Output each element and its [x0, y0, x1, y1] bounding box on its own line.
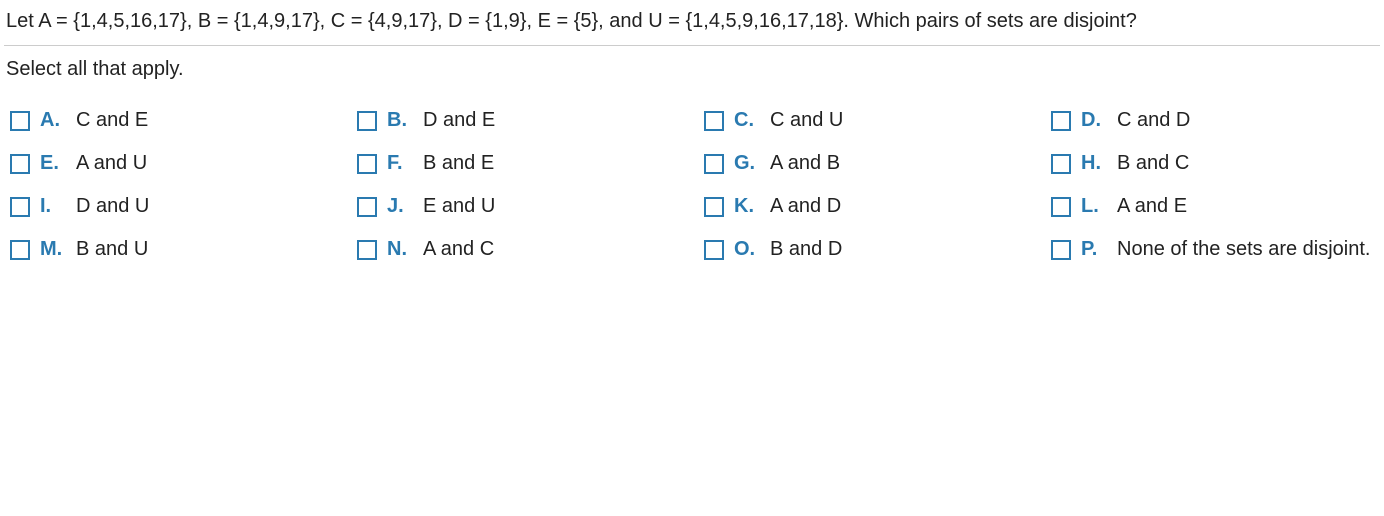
option-letter: F.	[387, 152, 413, 175]
option-letter: G.	[734, 152, 760, 175]
option-label: A and E	[1117, 195, 1187, 218]
option-n: N. A and C	[357, 238, 680, 261]
option-letter: E.	[40, 152, 66, 175]
option-h: H. B and C	[1051, 152, 1374, 175]
option-label: C and U	[770, 109, 843, 132]
checkbox-p[interactable]	[1051, 240, 1071, 260]
option-label: A and D	[770, 195, 841, 218]
option-e: E. A and U	[10, 152, 333, 175]
checkbox-d[interactable]	[1051, 111, 1071, 131]
checkbox-b[interactable]	[357, 111, 377, 131]
options-grid: A. C and E B. D and E C. C and U D. C an…	[4, 109, 1380, 289]
option-letter: P.	[1081, 238, 1107, 261]
option-g: G. A and B	[704, 152, 1027, 175]
option-p: P. None of the sets are disjoint.	[1051, 238, 1374, 261]
option-l: L. A and E	[1051, 195, 1374, 218]
option-label: B and U	[76, 238, 148, 261]
checkbox-h[interactable]	[1051, 154, 1071, 174]
checkbox-o[interactable]	[704, 240, 724, 260]
option-i: I. D and U	[10, 195, 333, 218]
option-label: C and E	[76, 109, 148, 132]
checkbox-l[interactable]	[1051, 197, 1071, 217]
question-text: Let A = {1,4,5,16,17}, B = {1,4,9,17}, C…	[4, 8, 1380, 45]
option-label: A and B	[770, 152, 840, 175]
option-label: B and E	[423, 152, 494, 175]
option-label: A and U	[76, 152, 147, 175]
option-label: E and U	[423, 195, 495, 218]
option-k: K. A and D	[704, 195, 1027, 218]
option-c: C. C and U	[704, 109, 1027, 132]
option-letter: O.	[734, 238, 760, 261]
checkbox-c[interactable]	[704, 111, 724, 131]
checkbox-e[interactable]	[10, 154, 30, 174]
option-label: A and C	[423, 238, 494, 261]
option-letter: A.	[40, 109, 66, 132]
option-label: B and D	[770, 238, 842, 261]
checkbox-j[interactable]	[357, 197, 377, 217]
option-label: B and C	[1117, 152, 1189, 175]
checkbox-i[interactable]	[10, 197, 30, 217]
option-b: B. D and E	[357, 109, 680, 132]
option-letter: L.	[1081, 195, 1107, 218]
option-letter: I.	[40, 195, 66, 218]
option-d: D. C and D	[1051, 109, 1374, 132]
option-label: C and D	[1117, 109, 1190, 132]
option-m: M. B and U	[10, 238, 333, 261]
checkbox-g[interactable]	[704, 154, 724, 174]
option-f: F. B and E	[357, 152, 680, 175]
option-letter: B.	[387, 109, 413, 132]
checkbox-f[interactable]	[357, 154, 377, 174]
option-label: D and U	[76, 195, 149, 218]
option-a: A. C and E	[10, 109, 333, 132]
option-label: None of the sets are disjoint.	[1117, 238, 1370, 261]
checkbox-a[interactable]	[10, 111, 30, 131]
checkbox-k[interactable]	[704, 197, 724, 217]
option-letter: N.	[387, 238, 413, 261]
option-o: O. B and D	[704, 238, 1027, 261]
instruction-text: Select all that apply.	[4, 46, 1380, 109]
checkbox-m[interactable]	[10, 240, 30, 260]
checkbox-n[interactable]	[357, 240, 377, 260]
option-letter: C.	[734, 109, 760, 132]
option-letter: H.	[1081, 152, 1107, 175]
option-letter: J.	[387, 195, 413, 218]
option-letter: K.	[734, 195, 760, 218]
option-letter: M.	[40, 238, 66, 261]
option-label: D and E	[423, 109, 495, 132]
option-j: J. E and U	[357, 195, 680, 218]
option-letter: D.	[1081, 109, 1107, 132]
